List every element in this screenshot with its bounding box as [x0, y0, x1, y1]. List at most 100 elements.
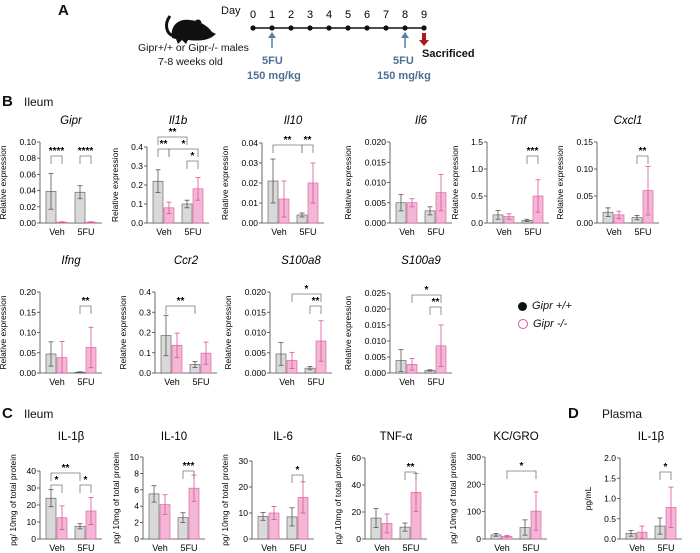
- x-tick-label: 5FU: [289, 543, 306, 553]
- y-tick-label: 0.10: [19, 137, 36, 147]
- y-tick-label: 0: [134, 534, 139, 544]
- significance-label: **: [432, 297, 440, 308]
- chart-title: Gipr: [60, 115, 83, 127]
- dose1-amount: 150 mg/kg: [247, 70, 301, 82]
- significance-label: *: [84, 475, 88, 486]
- y-tick-label: 0.00: [19, 218, 36, 228]
- day-dot: [364, 25, 370, 31]
- chart-title: IL-1β: [58, 431, 85, 443]
- x-tick-label: 5FU: [77, 377, 94, 387]
- y-tick-label: 0.00: [241, 218, 258, 228]
- y-tick-label: 0.020: [365, 137, 387, 147]
- y-axis-label: Relative expression: [343, 296, 353, 370]
- panel-a-label: A: [58, 2, 69, 19]
- significance-bracket: [157, 148, 170, 157]
- y-tick-label: 0.0: [131, 218, 143, 228]
- significance-label: *: [425, 285, 429, 296]
- legend-item-ko: Gipr -/-: [518, 318, 567, 330]
- chart-title: IL-10: [161, 431, 187, 443]
- y-tick-label: 0.00: [19, 368, 36, 378]
- day-label-1: 1: [269, 9, 275, 21]
- y-tick-label: 0.15: [576, 137, 593, 147]
- day-label-2: 2: [288, 9, 294, 21]
- x-tick-label: Veh: [49, 543, 65, 553]
- y-tick-label: 0.01: [241, 198, 258, 208]
- y-tick-label: 1.0: [604, 494, 616, 504]
- x-tick-label: 5FU: [307, 377, 324, 387]
- y-axis-label: Relative expression: [0, 145, 8, 219]
- significance-label: ****: [78, 146, 94, 157]
- day-label-9: 9: [421, 9, 427, 21]
- y-axis-label: Relative expression: [555, 145, 565, 219]
- significance-bracket: [79, 484, 92, 493]
- panel-b-label: B: [2, 93, 13, 110]
- significance-bracket: [506, 470, 537, 479]
- y-axis-label: Relative expression: [110, 148, 120, 222]
- panel-d-tissue: Plasma: [602, 407, 643, 421]
- day-dot: [269, 25, 275, 31]
- significance-bracket: [50, 155, 63, 164]
- chart-title: Cxcl1: [614, 115, 643, 127]
- x-tick-label: 5FU: [634, 227, 651, 237]
- y-tick-label: 2: [134, 518, 139, 528]
- y-axis-label: Relative expression: [220, 146, 230, 220]
- significance-bracket: [79, 155, 92, 164]
- day-label-7: 7: [383, 9, 389, 21]
- y-axis-label: pg/ 10mg of total protein: [448, 452, 458, 544]
- chart-13: TNF-α pg/ 10mg of total protein 0 20 40 60 Veh…: [333, 431, 427, 553]
- day-label-0: 0: [250, 9, 256, 21]
- y-tick-label: 0.04: [241, 138, 258, 148]
- significance-bracket: [636, 155, 649, 164]
- chart-title: Il1b: [169, 115, 188, 127]
- y-tick-label: 0.015: [245, 307, 267, 317]
- y-tick-label: 0.1: [131, 199, 143, 209]
- chart-title: Il10: [284, 115, 303, 127]
- chart-7: Ccr2 Relative expression 0.0 0.1 0.2 0.3 0.4 Ve…: [118, 255, 217, 387]
- y-axis-label: Relative expression: [343, 145, 353, 219]
- significance-bracket: [182, 470, 195, 479]
- day-dot: [421, 25, 427, 31]
- legend-item-wt: Gipr +/+: [518, 300, 572, 312]
- x-tick-label: 5FU: [522, 543, 539, 553]
- chart-title: Tnf: [510, 115, 528, 127]
- x-tick-label: Veh: [496, 227, 512, 237]
- y-tick-label: 0.005: [365, 198, 387, 208]
- significance-label: **: [304, 135, 312, 146]
- x-tick-label: Veh: [374, 543, 390, 553]
- y-tick-label: 0.010: [245, 328, 267, 338]
- chart-2: Il10 Relative expression 0.00 0.01 0.02 0.03 0…: [220, 115, 324, 237]
- x-tick-label: 5FU: [77, 227, 94, 237]
- significance-bracket: [168, 148, 199, 157]
- y-tick-label: 0.000: [365, 218, 387, 228]
- y-tick-label: 0.10: [19, 328, 36, 338]
- chart-8: S100a8 Relative expression 0.000 0.005 0.010…: [223, 255, 332, 387]
- significance-bracket: [526, 155, 539, 164]
- y-tick-label: 0.020: [245, 287, 267, 297]
- significance-bracket: [411, 294, 442, 303]
- y-tick-label: 6: [134, 485, 139, 495]
- day-dot: [326, 25, 332, 31]
- significance-bracket: [301, 144, 314, 153]
- y-tick-label: 10: [27, 517, 37, 527]
- chart-4: Tnf Relative expression 0.0 0.5 1.0 1.5 Veh 5FU…: [450, 115, 549, 237]
- significance-bracket: [186, 160, 199, 169]
- y-tick-label: 0: [476, 534, 481, 544]
- significance-bracket: [404, 471, 417, 480]
- y-tick-label: 0.015: [365, 157, 387, 167]
- x-tick-label: 5FU: [180, 543, 197, 553]
- x-tick-label: 5FU: [427, 377, 444, 387]
- y-tick-label: 200: [467, 479, 481, 489]
- chart-title: Il6: [415, 115, 428, 127]
- y-axis-label: pg/ 10mg of total protein: [333, 452, 343, 544]
- significance-label: **: [639, 146, 647, 157]
- x-tick-label: Veh: [399, 377, 415, 387]
- day-dot: [307, 25, 313, 31]
- y-tick-label: 0.5: [471, 191, 483, 201]
- y-tick-label: 30: [239, 456, 249, 466]
- y-tick-label: 0.025: [365, 288, 387, 298]
- significance-bracket: [659, 471, 672, 480]
- y-tick-label: 0.4: [131, 142, 143, 152]
- chart-1: Il1b Relative expression 0.0 0.1 0.2 0.3 0.4 Ve…: [110, 115, 209, 237]
